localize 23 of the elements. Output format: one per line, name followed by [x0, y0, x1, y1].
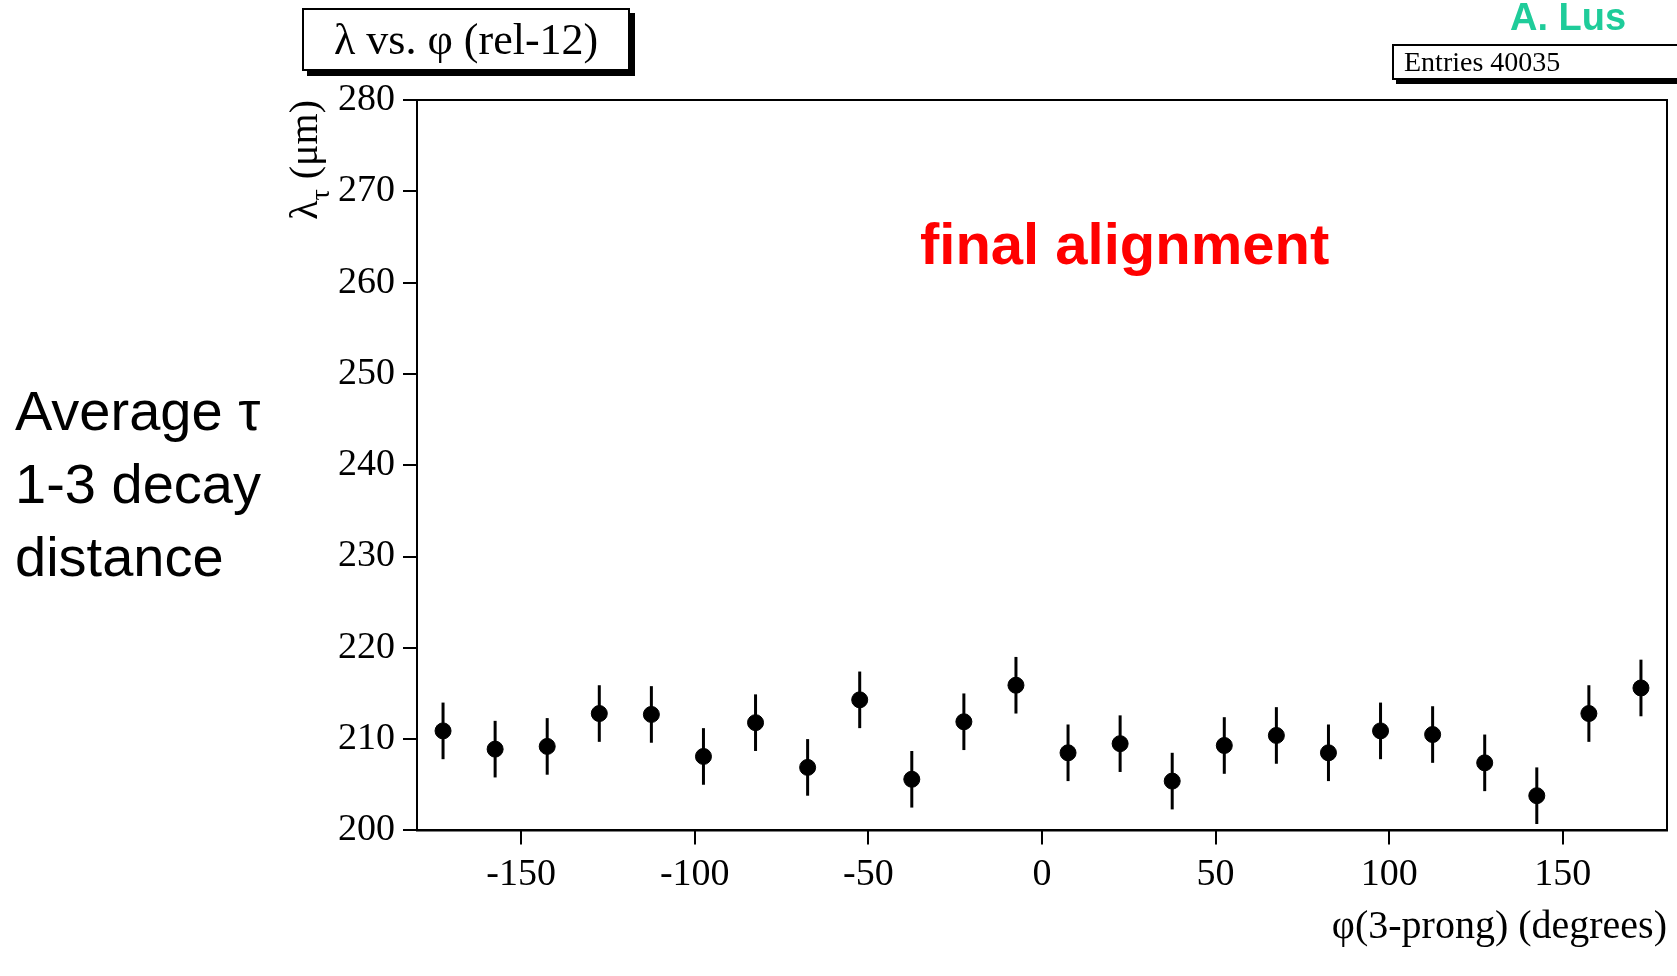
x-tick-label: 0: [1032, 851, 1052, 894]
x-tick-label: -150: [486, 851, 556, 894]
x-tick-label: 150: [1534, 851, 1592, 894]
annotation: final alignment: [920, 210, 1330, 277]
x-axis-title: φ(3-prong) (degrees): [1331, 902, 1667, 948]
y-tick-label: 260: [338, 258, 395, 301]
y-tick-label: 280: [338, 75, 395, 118]
text: A. Lus: [1510, 0, 1627, 39]
y-tick-label: 250: [338, 349, 395, 392]
y-tick-label: 210: [338, 715, 395, 758]
x-tick-label: -50: [843, 851, 894, 894]
y-tick-label: 270: [338, 167, 395, 210]
text: Average τ 1-3 decay distance: [15, 378, 262, 590]
chart-title: λ vs. φ (rel-12): [302, 8, 631, 71]
y-tick-label: 240: [338, 441, 395, 484]
x-tick-label: -100: [659, 851, 730, 894]
y-tick-label: 230: [338, 532, 395, 575]
x-tick-label: 100: [1360, 851, 1418, 894]
x-tick-label: 50: [1196, 851, 1235, 894]
y-axis-title: λτ (μm): [281, 100, 335, 220]
text: Entries 40035: [1392, 44, 1677, 80]
y-tick-label: 200: [338, 806, 395, 849]
y-tick-label: 220: [338, 623, 395, 666]
